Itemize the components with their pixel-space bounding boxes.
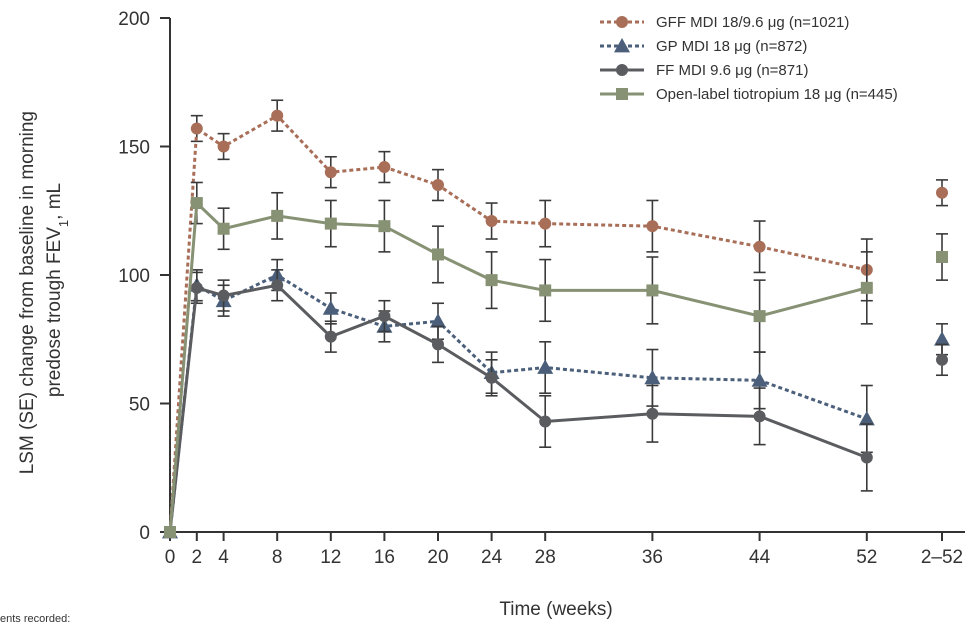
data-point bbox=[753, 310, 766, 323]
legend-marker bbox=[616, 64, 628, 76]
data-point bbox=[485, 215, 498, 228]
chart-series-layer bbox=[162, 99, 950, 539]
x-tick-label: 52 bbox=[856, 547, 877, 568]
data-point bbox=[646, 284, 659, 297]
series-group bbox=[164, 99, 948, 538]
x-axis-title: Time (weeks) bbox=[499, 599, 612, 620]
summary-data-point bbox=[934, 331, 950, 346]
data-point bbox=[432, 248, 444, 261]
data-point bbox=[432, 338, 444, 351]
y-axis-title-line1: LSM (SE) change from baseline in morning bbox=[17, 111, 38, 474]
data-point bbox=[190, 281, 203, 294]
legend-label: GP MDI 18 μg (n=872) bbox=[656, 38, 807, 55]
x-tick-label: 44 bbox=[749, 547, 771, 568]
data-point bbox=[217, 289, 230, 302]
y-tick-label: 100 bbox=[118, 266, 150, 287]
data-point bbox=[860, 281, 873, 294]
summary-data-point bbox=[936, 353, 948, 366]
legend-marker bbox=[616, 88, 628, 100]
series-line bbox=[168, 199, 868, 533]
data-point bbox=[539, 217, 552, 230]
data-point bbox=[324, 217, 337, 230]
data-point bbox=[646, 220, 659, 233]
x-tick-label: 36 bbox=[642, 547, 663, 568]
series-group bbox=[164, 181, 948, 538]
x-tick-label: 16 bbox=[374, 547, 395, 568]
legend-label: FF MDI 9.6 μg (n=871) bbox=[656, 62, 808, 79]
legend-label: Open-label tiotropium 18 μg (n=445) bbox=[656, 86, 898, 103]
data-point bbox=[485, 274, 498, 287]
data-point bbox=[646, 407, 659, 420]
data-point bbox=[485, 371, 498, 384]
x-tick-label: 28 bbox=[535, 547, 556, 568]
x-tick-label: 0 bbox=[165, 547, 176, 568]
legend-label: GFF MDI 18/9.6 μg (n=1021) bbox=[656, 14, 849, 31]
chart-legend: GFF MDI 18/9.6 μg (n=1021) GP MDI 18 μg (… bbox=[600, 14, 898, 103]
data-point bbox=[190, 197, 203, 210]
data-point bbox=[753, 410, 766, 423]
data-point bbox=[860, 451, 873, 464]
data-point bbox=[164, 526, 176, 538]
data-point bbox=[190, 122, 203, 135]
summary-data-point bbox=[936, 186, 948, 199]
data-point bbox=[324, 330, 337, 343]
series-line bbox=[168, 113, 868, 533]
data-point bbox=[432, 179, 444, 192]
y-axis-title: LSM (SE) change from baseline in morning… bbox=[17, 106, 71, 475]
data-point bbox=[539, 284, 552, 297]
data-point bbox=[322, 300, 339, 315]
data-point bbox=[430, 313, 446, 328]
data-point bbox=[537, 359, 554, 374]
footnote: ents recorded: bbox=[0, 613, 71, 625]
data-point bbox=[271, 279, 284, 292]
x-tick-label: 20 bbox=[427, 547, 448, 568]
data-point bbox=[271, 209, 284, 222]
y-axis-title-subscript: 1 bbox=[56, 220, 71, 227]
series-group bbox=[164, 269, 948, 538]
y-tick-label: 200 bbox=[118, 9, 150, 30]
x-tick-label: 8 bbox=[272, 547, 283, 568]
y-tick-label: 50 bbox=[129, 395, 150, 416]
legend-marker bbox=[616, 16, 628, 28]
y-axis-title-line2: predose trough FEV1, mL bbox=[44, 183, 71, 397]
data-point bbox=[751, 372, 768, 387]
data-point bbox=[217, 140, 230, 153]
data-point bbox=[858, 410, 875, 426]
data-point bbox=[217, 222, 230, 235]
x-tick-label: 4 bbox=[218, 547, 229, 568]
y-tick-label: 0 bbox=[139, 523, 150, 544]
x-tick-label: 2–52 bbox=[921, 547, 963, 568]
data-point bbox=[324, 166, 337, 179]
x-tick-label: 24 bbox=[481, 547, 503, 568]
x-tick-label: 12 bbox=[320, 547, 341, 568]
data-point bbox=[271, 109, 284, 122]
summary-data-point bbox=[936, 251, 948, 264]
x-tick-label: 2 bbox=[192, 547, 203, 568]
y-tick-label: 150 bbox=[118, 138, 150, 159]
legend-marker bbox=[614, 38, 630, 53]
data-point bbox=[378, 161, 391, 174]
data-point bbox=[378, 310, 391, 323]
data-point bbox=[378, 220, 391, 233]
data-point bbox=[644, 369, 661, 385]
data-point bbox=[539, 415, 552, 428]
data-point bbox=[753, 240, 766, 253]
